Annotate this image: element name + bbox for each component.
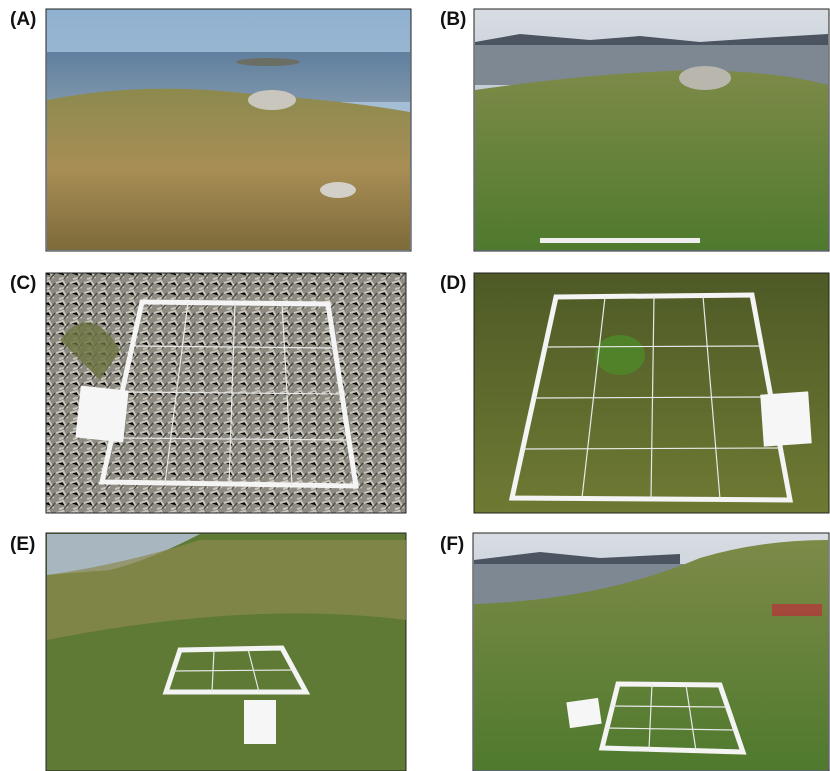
panel-c: (C): [10, 272, 407, 514]
panel-f: (F): [440, 532, 830, 771]
panel-label: (D): [440, 273, 466, 294]
panel-label: (A): [10, 9, 36, 30]
panel-label: (F): [440, 534, 464, 555]
panel-b: (B): [440, 8, 830, 252]
panel-label: (C): [10, 273, 36, 294]
panel-a: (A): [10, 8, 412, 252]
panel-label: (B): [440, 9, 466, 30]
panel-e: (E): [10, 532, 407, 771]
panel-label: (E): [10, 534, 35, 555]
panel-d: (D): [440, 272, 830, 514]
